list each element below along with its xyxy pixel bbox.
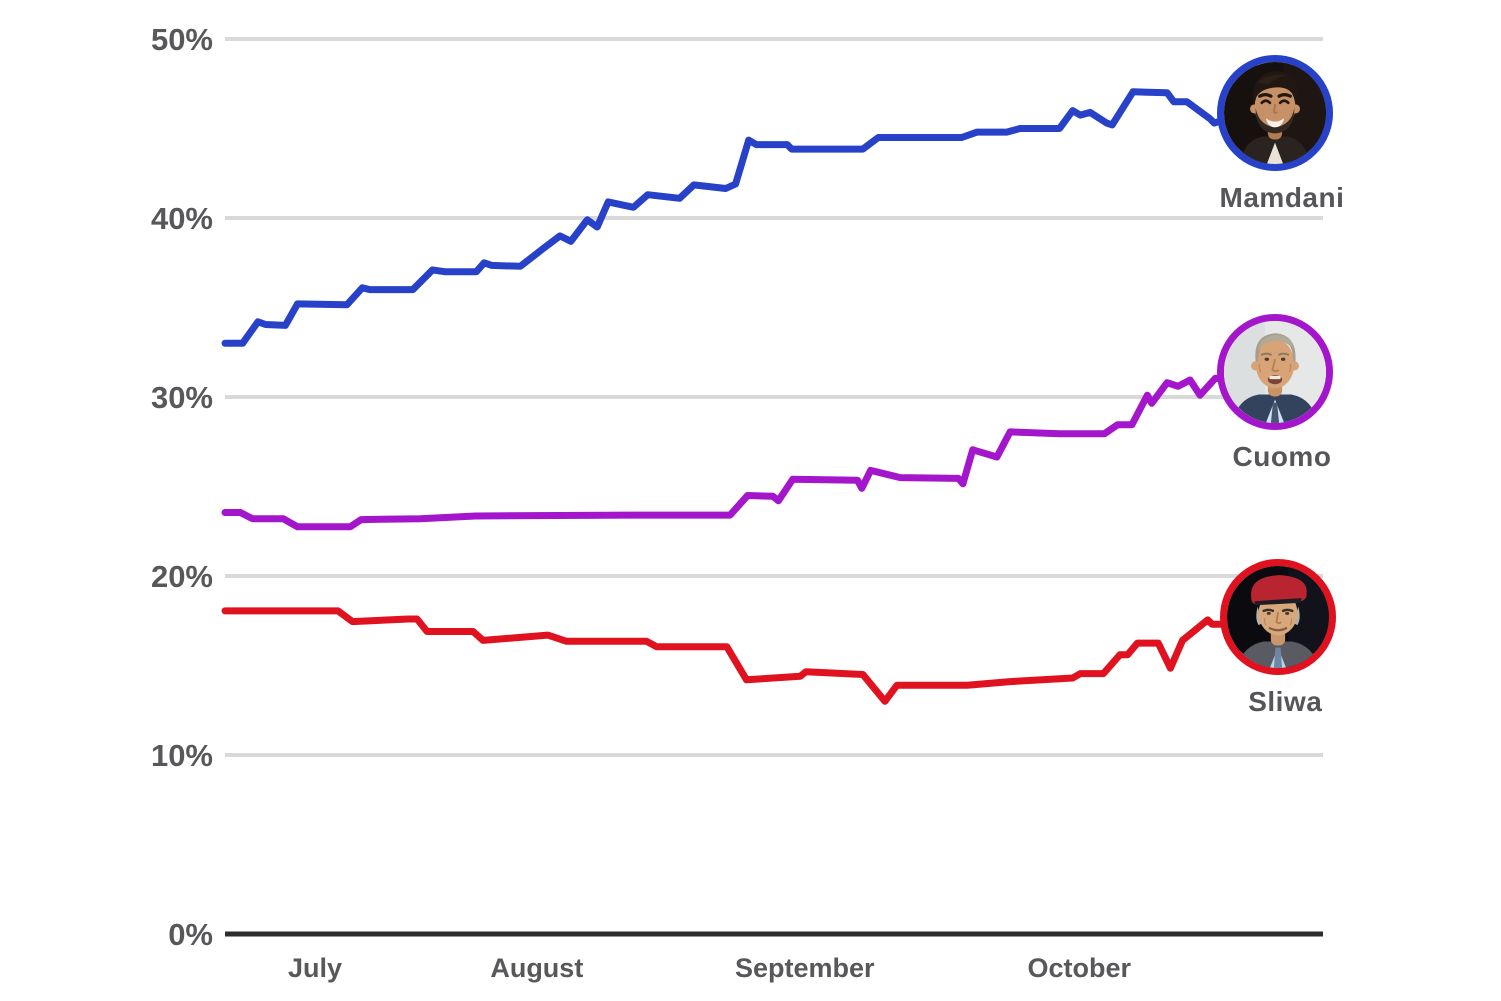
mamdani-avatar bbox=[1216, 55, 1333, 172]
cuomo-label: Cuomo bbox=[1232, 441, 1332, 473]
y-tick-label: 10% bbox=[151, 738, 213, 773]
y-tick-label: 50% bbox=[151, 22, 213, 57]
cuomo-line bbox=[221, 374, 1226, 531]
mamdani-line bbox=[221, 88, 1226, 347]
y-tick-label: 40% bbox=[151, 201, 213, 236]
mamdani-portrait-image bbox=[1223, 62, 1326, 165]
y-tick-label: 0% bbox=[168, 917, 213, 952]
y-tick-label: 20% bbox=[151, 559, 213, 594]
sliwa-avatar bbox=[1220, 559, 1337, 676]
cuomo-portrait-image bbox=[1223, 321, 1326, 424]
x-month-label: August bbox=[490, 953, 583, 983]
y-tick-label: 30% bbox=[151, 380, 213, 415]
mamdani-label: Mamdani bbox=[1219, 182, 1345, 214]
x-month-label: October bbox=[1027, 953, 1131, 983]
x-month-label: September bbox=[735, 953, 875, 983]
sliwa-line bbox=[221, 607, 1229, 705]
cuomo-avatar bbox=[1216, 314, 1333, 431]
sliwa-label: Sliwa bbox=[1248, 686, 1323, 718]
x-month-label: July bbox=[288, 953, 342, 983]
sliwa-portrait-image bbox=[1227, 566, 1330, 669]
